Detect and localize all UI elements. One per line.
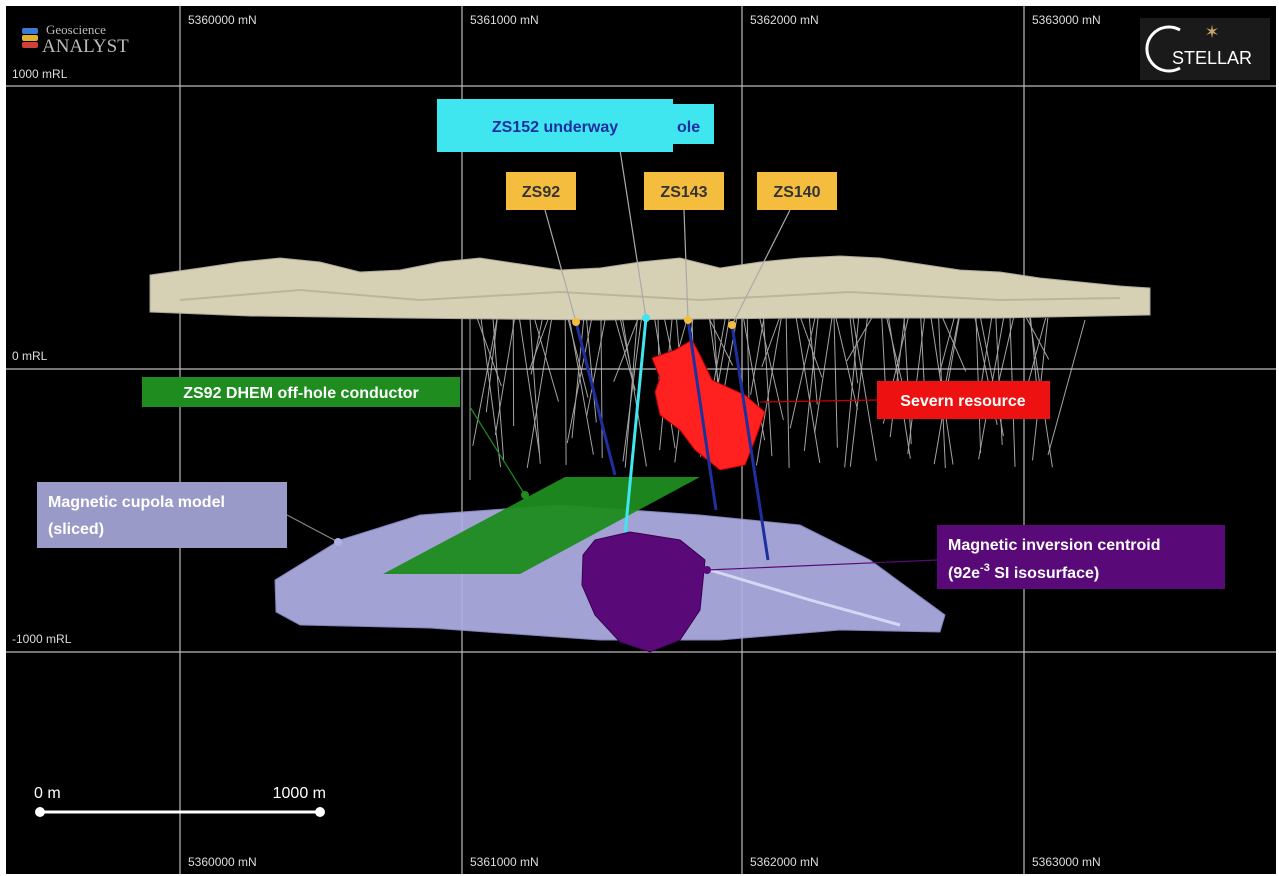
drill-hole [833, 317, 838, 448]
drill-hole [881, 317, 887, 390]
grid-label: -1000 mRL [12, 632, 72, 646]
logo-text: Geoscience [46, 22, 106, 37]
drill-hole [814, 317, 833, 433]
callout-box [937, 525, 1225, 589]
drill-hole [485, 317, 498, 413]
drill-hole [621, 317, 647, 467]
drill-hole [803, 317, 819, 451]
drill-hole [528, 317, 549, 371]
drill-hole [686, 319, 718, 511]
drill-hole [586, 317, 606, 417]
callout-text: Severn resource [900, 393, 1026, 410]
scale-bar: 0 m 1000 m [34, 785, 326, 817]
scale-label: 0 m [34, 785, 61, 802]
drill-hole [750, 317, 765, 395]
grid-label: 5360000 mN [188, 13, 257, 27]
callout-box [437, 99, 673, 152]
drill-hole [613, 317, 639, 382]
grid-label: 5360000 mN [188, 855, 257, 869]
drill-hole [763, 317, 773, 457]
grid-label: 5363000 mN [1032, 855, 1101, 869]
grid-label: 5363000 mN [1032, 13, 1101, 27]
grid-label: 1000 mRL [12, 67, 68, 81]
drill-hole [785, 317, 790, 468]
drill-hole [480, 317, 502, 468]
callout-text: ZS92 [522, 184, 560, 201]
callout-text: ZS152 underway [492, 119, 618, 136]
drill-hole [903, 317, 912, 445]
drill-hole [716, 317, 730, 394]
inversion-centroid [581, 531, 706, 653]
drill-hole [849, 317, 868, 467]
drill-hole [800, 317, 823, 378]
grid-label: 5362000 mN [750, 13, 819, 27]
terrain-surface [149, 255, 1151, 321]
callout-text: Magnetic inversion centroid [948, 537, 1160, 554]
callout-box [37, 482, 287, 548]
drill-hole [623, 317, 648, 536]
drill-hole [849, 317, 859, 384]
drill-hole [835, 317, 858, 410]
geoscience-logo: Geoscience ANALYST [22, 22, 129, 57]
callout-text: Magnetic cupola model [48, 494, 225, 511]
drill-hole [759, 317, 784, 421]
callout-box [506, 172, 576, 210]
stellar-logo: ✶ STELLAR [1140, 18, 1270, 80]
drill-hole [1047, 319, 1086, 456]
drill-hole [1030, 317, 1038, 385]
drill-hole [566, 317, 593, 444]
conductor-plate [383, 477, 700, 574]
drill-hole [846, 317, 873, 362]
logo-text: STELLAR [1172, 48, 1252, 68]
drill-hole [472, 317, 498, 446]
grid-label: 0 mRL [12, 349, 48, 363]
callout-text: (92e-3 SI isosurface) [948, 562, 1099, 582]
scale-label: 1000 m [273, 785, 326, 802]
leader-dots [334, 314, 736, 574]
severn-resource [651, 339, 766, 471]
drill-hole [574, 321, 617, 476]
grid-label: 5361000 mN [470, 13, 539, 27]
drill-hole [789, 317, 816, 429]
drill-hole [761, 317, 780, 368]
callout-superscript: -3 [980, 562, 990, 574]
callout-box [644, 172, 724, 210]
callout-box [757, 172, 837, 210]
drill-hole [619, 317, 631, 363]
drill-hole [529, 317, 541, 464]
grid-label: 5362000 mN [750, 855, 819, 869]
logo-text: ANALYST [42, 36, 129, 57]
callout-box [142, 377, 460, 407]
grid-label: 5361000 mN [470, 855, 539, 869]
callout-text: ole [677, 119, 700, 136]
drill-hole [571, 317, 585, 439]
drill-hole [624, 317, 638, 468]
drill-hole [564, 317, 567, 465]
callout-text: (sliced) [48, 521, 104, 538]
callout-box [877, 381, 1050, 419]
drill-hole [795, 317, 821, 463]
leaders [286, 149, 938, 571]
drill-hole [494, 317, 516, 436]
svg-text:✶: ✶ [1204, 22, 1219, 42]
callout-text: (92e [948, 565, 980, 582]
callout-text: SI isosurface) [990, 565, 1099, 582]
drill-hole [939, 317, 955, 374]
drill-hole [755, 317, 782, 466]
callout-text: ZS92 DHEM off-hole conductor [183, 385, 419, 402]
drill-hole [518, 317, 540, 453]
callout-text: ZS143 [660, 184, 707, 201]
drill-hole [622, 317, 642, 462]
drill-hole [568, 317, 594, 455]
drill-hole [844, 317, 860, 468]
drill-hole [1026, 317, 1050, 360]
drill-hole [730, 324, 770, 561]
drill-hole [530, 317, 543, 375]
callout-text: ZS140 [773, 184, 820, 201]
drill-hole [600, 317, 603, 459]
drill-hole [526, 317, 553, 469]
drill-hole [533, 317, 559, 402]
